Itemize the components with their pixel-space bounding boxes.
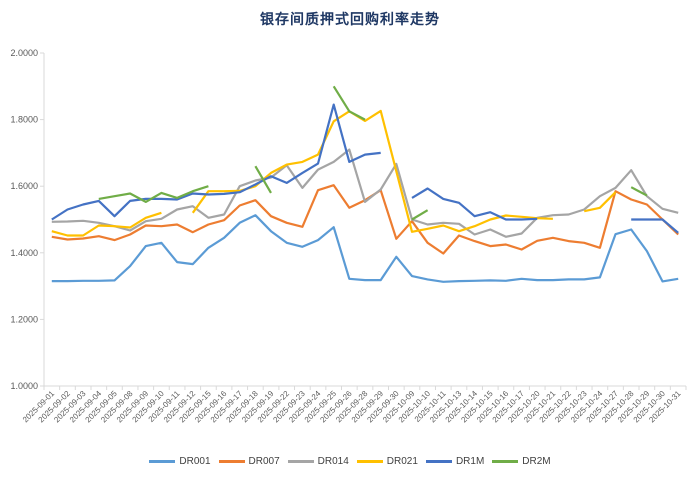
series-line-dr1m — [51, 103, 381, 221]
y-axis: 1.0000 1.2000 1.4000 1.6000 1.8000 2.0000 — [10, 48, 45, 391]
x-axis: 2025-09-012025-09-022025-09-032025-09-04… — [21, 385, 687, 424]
legend-item-dr001: DR001 — [149, 456, 211, 467]
series-line-dr2m — [411, 209, 429, 221]
series-line-dr2m — [98, 185, 209, 203]
y-tick-label: 2.0000 — [10, 48, 38, 58]
legend-swatch-icon — [356, 460, 383, 463]
series-line-dr2m — [254, 165, 272, 194]
legend-item-dr021: DR021 — [356, 456, 418, 467]
series-line-dr021 — [51, 211, 162, 237]
series-line-dr2m — [630, 186, 648, 197]
series-line-dr021 — [191, 109, 553, 233]
y-tick-label: 1.8000 — [10, 115, 38, 125]
legend-item-dr014: DR014 — [287, 456, 349, 467]
legend-swatch-icon — [149, 460, 176, 463]
series-line-dr021 — [583, 191, 617, 213]
series-line-dr007 — [51, 184, 679, 255]
line-chart: 1.0000 1.2000 1.4000 1.6000 1.8000 2.0000 202… — [10, 48, 687, 424]
legend-item-dr007: DR007 — [218, 456, 280, 467]
legend-swatch-icon — [425, 460, 452, 463]
legend-swatch-icon — [218, 460, 245, 463]
y-tick-label: 1.0000 — [10, 381, 38, 391]
legend-item-dr2m: DR2M — [492, 456, 551, 467]
series-line-dr1m — [631, 218, 679, 234]
y-tick-label: 1.2000 — [10, 314, 38, 324]
series-line-dr2m — [332, 85, 366, 121]
series-line-dr001 — [51, 214, 679, 283]
legend-swatch-icon — [492, 460, 519, 463]
y-tick-label: 1.4000 — [10, 248, 38, 258]
chart-legend: DR001 DR007 DR014 DR021 DR1M DR2M — [0, 456, 700, 467]
plot-area — [51, 85, 679, 283]
y-tick-label: 1.6000 — [10, 181, 38, 191]
legend-swatch-icon — [287, 460, 314, 463]
chart-title: 银存间质押式回购利率走势 — [260, 12, 440, 28]
series-line-dr014 — [51, 148, 679, 238]
series-line-dr1m — [411, 187, 538, 221]
legend-item-dr1m: DR1M — [425, 456, 484, 467]
